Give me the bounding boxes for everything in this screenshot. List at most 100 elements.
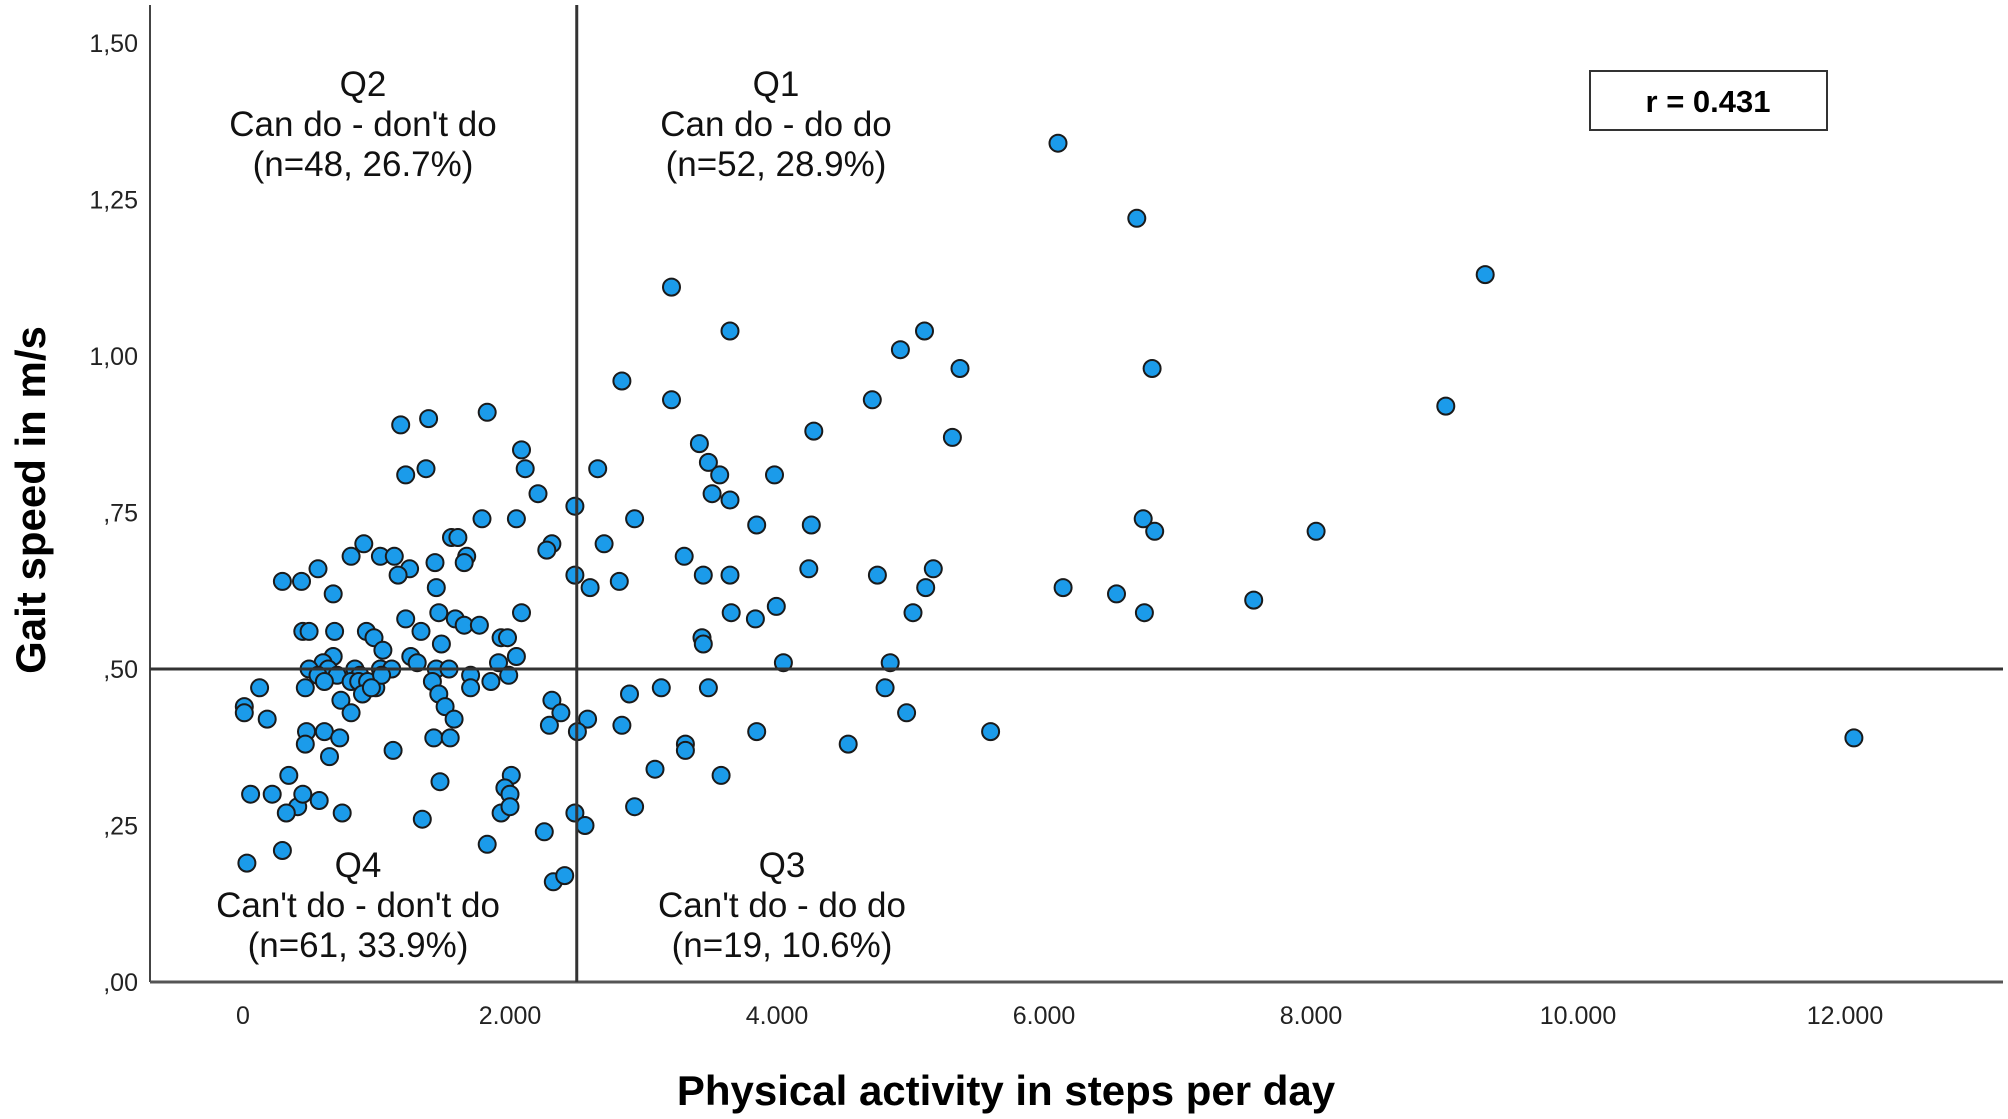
- data-point: [262, 784, 282, 804]
- quadrant-desc: Can't do - don't do: [216, 886, 500, 925]
- data-point: [299, 621, 319, 641]
- data-point: [612, 371, 632, 391]
- data-point: [424, 728, 444, 748]
- data-point: [880, 653, 900, 673]
- data-point: [766, 596, 786, 616]
- data-point: [481, 672, 501, 691]
- data-point: [295, 734, 315, 754]
- data-point: [555, 866, 575, 886]
- y-axis-title: Gait speed in m/s: [7, 326, 54, 674]
- data-point: [295, 678, 315, 698]
- x-tick-label: 6.000: [1013, 1002, 1076, 1030]
- data-point: [1127, 208, 1147, 228]
- correlation-text: r = 0.431: [1646, 84, 1771, 119]
- data-point: [981, 722, 1001, 742]
- data-point: [711, 765, 731, 785]
- data-point: [512, 440, 531, 460]
- data-point: [237, 853, 257, 873]
- data-point: [1244, 590, 1264, 610]
- correlation-annotation: r = 0.431: [1589, 70, 1828, 131]
- data-point: [430, 772, 450, 792]
- data-point: [838, 734, 858, 754]
- data-point: [534, 822, 554, 842]
- data-point: [241, 784, 261, 804]
- data-point: [662, 390, 681, 410]
- data-point: [662, 277, 681, 297]
- data-point: [539, 715, 559, 735]
- data-point: [1475, 265, 1495, 285]
- data-point: [323, 584, 343, 604]
- data-point: [862, 390, 882, 410]
- data-point: [435, 697, 455, 717]
- data-point: [1134, 603, 1154, 623]
- data-point: [272, 841, 292, 860]
- data-point: [720, 565, 740, 585]
- data-point: [1048, 133, 1068, 153]
- data-point: [372, 665, 392, 685]
- data-point: [565, 803, 585, 823]
- data-point: [500, 797, 520, 817]
- data-point: [1844, 728, 1864, 748]
- quadrant-title: Q3: [759, 846, 806, 885]
- data-point: [1306, 521, 1326, 541]
- data-point: [332, 803, 352, 823]
- data-point: [625, 509, 645, 529]
- data-point: [1133, 509, 1153, 529]
- y-tick-label: ,75: [103, 500, 138, 528]
- data-point: [765, 465, 784, 485]
- data-point: [1053, 578, 1073, 598]
- data-point: [444, 709, 464, 729]
- x-tick-label: 2.000: [479, 1002, 542, 1030]
- data-point: [645, 759, 665, 779]
- data-point: [325, 621, 345, 641]
- data-point: [292, 571, 311, 591]
- data-point: [675, 740, 695, 760]
- data-point: [234, 703, 254, 723]
- data-point: [528, 484, 548, 504]
- quadrant-stats: (n=61, 33.9%): [248, 926, 469, 965]
- data-point: [801, 515, 821, 535]
- data-point: [341, 546, 361, 566]
- data-point: [250, 678, 270, 698]
- data-point: [309, 791, 329, 810]
- data-point: [331, 690, 351, 710]
- data-point: [612, 715, 632, 735]
- data-point: [890, 340, 910, 360]
- data-point: [580, 578, 600, 598]
- data-point: [391, 415, 411, 435]
- data-point: [411, 621, 431, 641]
- data-point: [429, 603, 449, 623]
- data-point: [461, 678, 481, 698]
- data-point: [1142, 359, 1162, 378]
- data-point: [804, 421, 824, 441]
- data-point: [693, 634, 713, 654]
- quadrant-desc: Can do - don't do: [229, 105, 496, 144]
- quadrant-stats: (n=19, 10.6%): [672, 926, 893, 965]
- data-point: [799, 559, 819, 579]
- data-point: [412, 809, 432, 829]
- quadrant-title: Q4: [335, 846, 382, 885]
- quadrant-stats: (n=48, 26.7%): [253, 145, 474, 184]
- data-point: [320, 747, 339, 767]
- data-point: [308, 559, 328, 579]
- data-point: [698, 678, 718, 698]
- data-point: [867, 565, 887, 585]
- data-point: [361, 678, 381, 698]
- data-point: [354, 534, 374, 554]
- data-point: [916, 578, 936, 598]
- data-point: [1145, 521, 1165, 541]
- data-point: [293, 784, 313, 804]
- data-point: [396, 609, 416, 629]
- data-point: [565, 496, 585, 516]
- data-point: [373, 640, 393, 660]
- data-point: [515, 459, 535, 479]
- data-point: [407, 653, 427, 673]
- data-point: [388, 565, 408, 585]
- y-tick-label: ,25: [103, 813, 138, 841]
- data-point: [279, 765, 299, 785]
- data-point: [314, 672, 334, 691]
